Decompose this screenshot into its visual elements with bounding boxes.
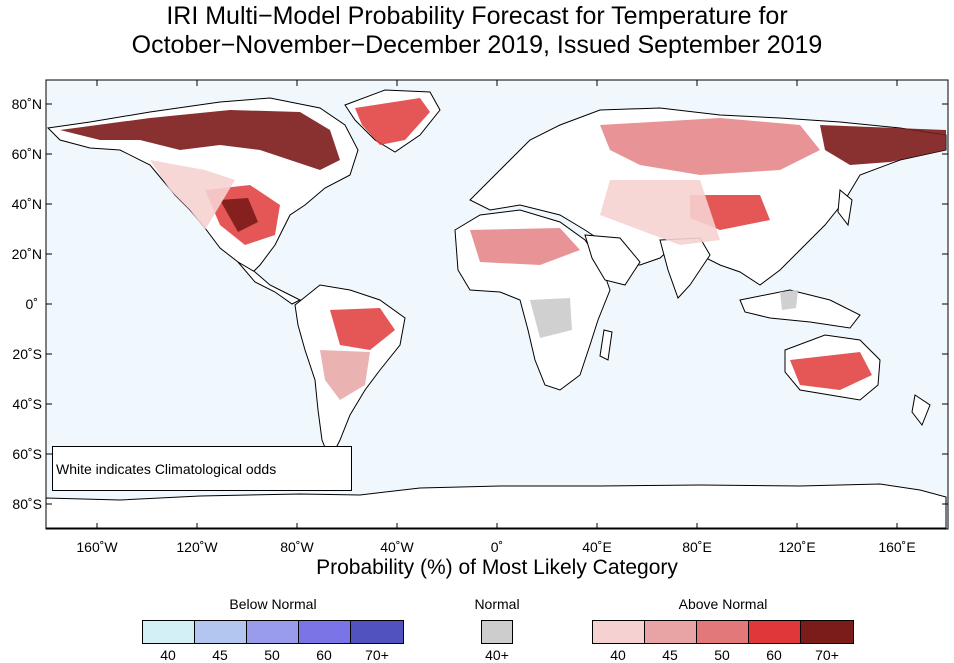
legend-above-swatch-60 [748, 620, 801, 644]
shade-australia-60 [790, 352, 872, 390]
legend-below-swatch-40 [142, 620, 195, 644]
legend-normal-swatch [481, 620, 513, 644]
new-zealand [911, 394, 931, 427]
lon-label: 160˚W [76, 539, 118, 555]
legend-below-tick: 50 [264, 647, 280, 663]
lat-label: 80˚N [12, 96, 42, 112]
legend-above-swatch-40 [592, 620, 645, 644]
legend-below-tick: 45 [212, 647, 228, 663]
lon-label: 0˚ [491, 539, 503, 555]
lat-label: 40˚N [12, 196, 42, 212]
lon-label: 40˚E [582, 539, 612, 555]
lat-label: 20˚S [12, 346, 42, 362]
legend-above-swatch-50 [696, 620, 749, 644]
lon-label: 120˚W [176, 539, 218, 555]
legend-below-swatch-60 [298, 620, 351, 644]
longitude-labels: 160˚W 120˚W 80˚W 40˚W 0˚ 40˚E 80˚E 120˚E… [76, 539, 915, 555]
legend-above-swatch-45 [644, 620, 697, 644]
legend-normal-tick: 40+ [485, 647, 509, 663]
arabian-peninsula [584, 234, 641, 286]
shade-africa-normal [530, 298, 572, 338]
japan [837, 189, 853, 227]
madagascar [599, 329, 613, 361]
legend-below-swatch-70 [350, 620, 404, 644]
lat-label: 60˚N [12, 146, 42, 162]
latitude-labels: 80˚N 60˚N 40˚N 20˚N 0˚ 20˚S 40˚S 60˚S 80… [12, 96, 42, 512]
legend-above-tick: 40 [610, 647, 626, 663]
shade-usa-70 [220, 198, 258, 232]
lat-label: 60˚S [12, 446, 42, 462]
shade-siberia-70 [820, 125, 946, 165]
central-america [237, 261, 302, 305]
axis-ticks [46, 80, 948, 529]
lon-label: 80˚E [682, 539, 712, 555]
legend-below-swatch-50 [246, 620, 299, 644]
shade-seasia-normal [780, 290, 798, 310]
legend-below-swatch-45 [194, 620, 247, 644]
legend-above-tick: 70+ [815, 647, 839, 663]
shade-sahara-50 [470, 228, 580, 265]
lat-label: 20˚N [12, 246, 42, 262]
lon-label: 120˚E [778, 539, 815, 555]
shade-asia-40 [600, 180, 720, 245]
shade-russia-50 [600, 118, 820, 175]
maritime-southeast-asia [739, 289, 861, 329]
x-axis-label: Probability (%) of Most Likely Category [316, 556, 678, 579]
climatological-odds-note: White indicates Climatological odds [52, 446, 352, 491]
legend-normal-title: Normal [474, 596, 520, 612]
lon-label: 80˚W [280, 539, 314, 555]
lon-label: 40˚W [380, 539, 414, 555]
legend-above-title: Above Normal [678, 596, 768, 612]
legend-above-tick: 60 [766, 647, 782, 663]
antarctica [45, 483, 947, 529]
legend-above-tick: 50 [714, 647, 730, 663]
lat-label: 0˚ [26, 296, 38, 312]
shade-na-40 [150, 160, 235, 230]
lat-label: 80˚S [12, 496, 42, 512]
title-line-1: IRI Multi−Model Probability Forecast for… [166, 2, 788, 30]
lon-label: 160˚E [878, 539, 915, 555]
shade-greenland-60 [355, 98, 430, 145]
legend-above-tick: 45 [662, 647, 678, 663]
legend-below-tick: 40 [160, 647, 176, 663]
shade-canada-70 [60, 110, 340, 170]
legend-below-title: Below Normal [229, 596, 317, 612]
forecast-shading [60, 98, 946, 400]
shade-sa-45 [320, 350, 370, 400]
title-line-2: October−November−December 2019, Issued S… [131, 31, 823, 59]
legend-below-tick: 70+ [365, 647, 389, 663]
legend-above-swatch-70 [800, 620, 854, 644]
shade-amazon-60 [330, 308, 395, 350]
lat-label: 40˚S [12, 396, 42, 412]
legend-below-tick: 60 [316, 647, 332, 663]
